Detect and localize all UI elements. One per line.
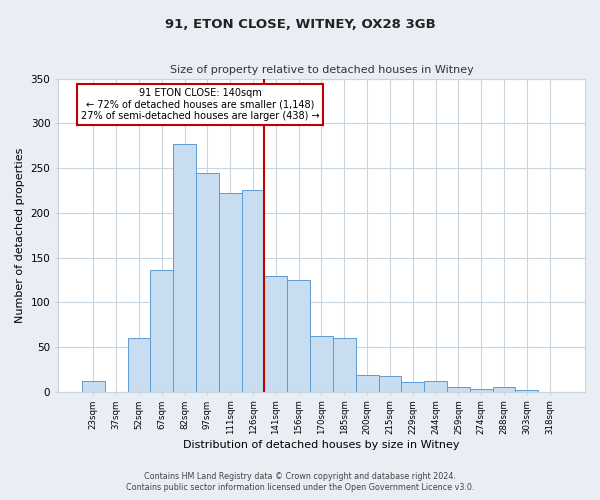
Title: Size of property relative to detached houses in Witney: Size of property relative to detached ho… (170, 65, 473, 75)
Text: Contains HM Land Registry data © Crown copyright and database right 2024.
Contai: Contains HM Land Registry data © Crown c… (126, 472, 474, 492)
Y-axis label: Number of detached properties: Number of detached properties (15, 148, 25, 323)
Text: 91, ETON CLOSE, WITNEY, OX28 3GB: 91, ETON CLOSE, WITNEY, OX28 3GB (164, 18, 436, 30)
Bar (82, 381, 105, 392)
Bar (515, 390, 538, 392)
Bar (424, 381, 447, 392)
Bar (447, 388, 470, 392)
Bar (356, 375, 379, 392)
Bar (310, 336, 333, 392)
Bar (219, 193, 242, 392)
Bar (287, 280, 310, 392)
Text: 91 ETON CLOSE: 140sqm
← 72% of detached houses are smaller (1,148)
27% of semi-d: 91 ETON CLOSE: 140sqm ← 72% of detached … (81, 88, 320, 121)
Bar (379, 376, 401, 392)
Bar (265, 276, 287, 392)
Bar (493, 386, 515, 392)
Bar (173, 144, 196, 392)
Bar (401, 382, 424, 392)
Bar (196, 172, 219, 392)
Bar (470, 389, 493, 392)
Bar (333, 338, 356, 392)
Bar (151, 270, 173, 392)
Bar (128, 338, 151, 392)
X-axis label: Distribution of detached houses by size in Witney: Distribution of detached houses by size … (183, 440, 460, 450)
Bar (242, 190, 265, 392)
